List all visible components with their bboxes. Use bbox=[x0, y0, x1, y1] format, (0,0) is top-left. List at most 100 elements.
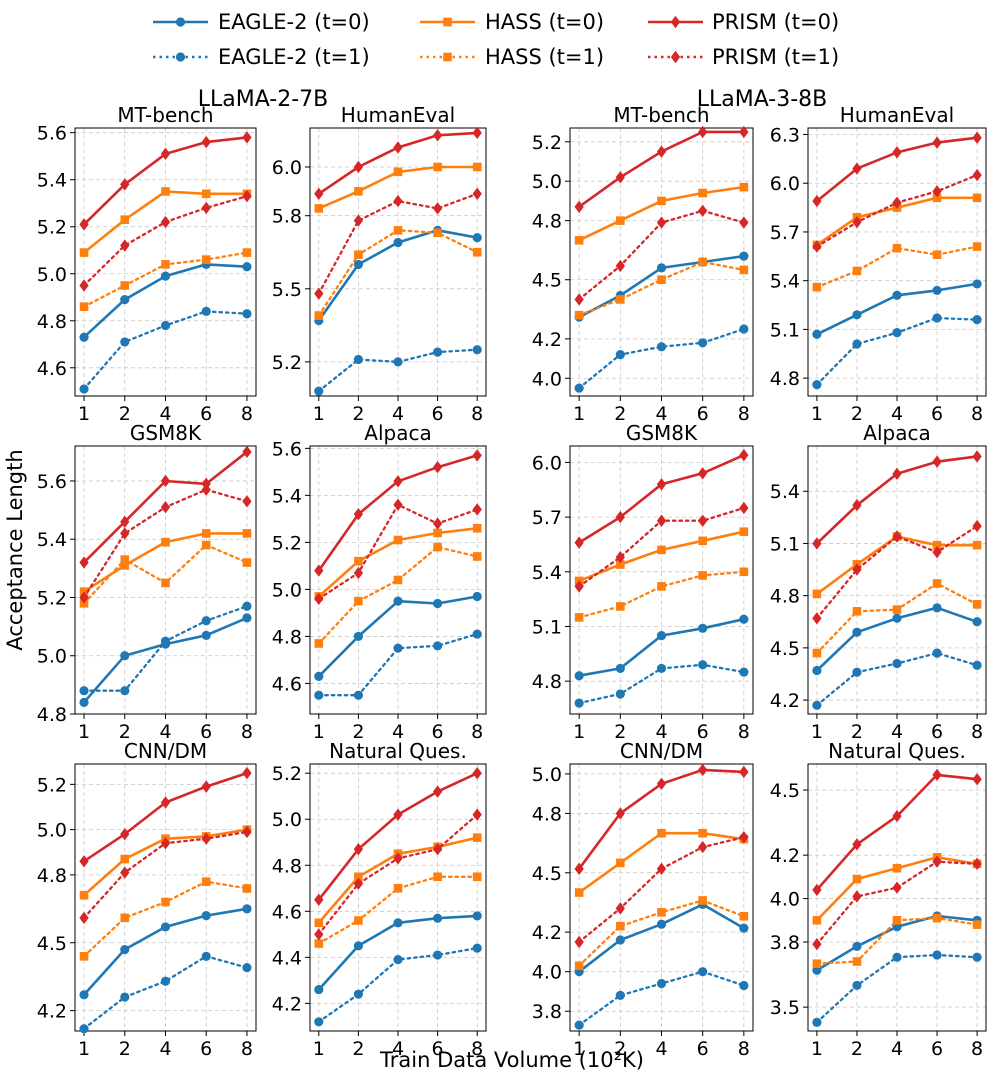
data-point bbox=[698, 338, 708, 348]
data-point bbox=[972, 600, 982, 609]
data-point bbox=[739, 567, 749, 577]
data-point bbox=[852, 890, 862, 903]
data-point bbox=[433, 347, 443, 357]
data-point bbox=[615, 510, 625, 524]
y-tick-label: 4.8 bbox=[272, 626, 302, 648]
data-point bbox=[972, 168, 982, 182]
series-eagle_t1 bbox=[812, 950, 982, 1027]
data-point bbox=[432, 129, 443, 142]
x-tick-label: 2 bbox=[851, 721, 863, 743]
data-point bbox=[433, 228, 442, 238]
data-point bbox=[433, 950, 443, 960]
data-point bbox=[739, 614, 749, 624]
series-line bbox=[82, 955, 249, 1030]
data-point bbox=[812, 537, 822, 550]
data-point bbox=[472, 552, 482, 561]
data-point bbox=[574, 536, 584, 549]
data-point bbox=[615, 689, 625, 699]
x-tick-label: 8 bbox=[738, 403, 750, 425]
data-point bbox=[201, 951, 211, 961]
data-point bbox=[353, 160, 364, 174]
data-point bbox=[160, 636, 171, 646]
series-eagle_t1 bbox=[812, 313, 982, 390]
data-point bbox=[433, 913, 443, 923]
data-point bbox=[201, 877, 211, 886]
data-point bbox=[160, 320, 171, 331]
x-tick-label: 4 bbox=[159, 403, 171, 425]
data-point bbox=[852, 339, 862, 349]
y-tick-label: 4.8 bbox=[37, 865, 67, 887]
data-point bbox=[201, 189, 211, 199]
data-point bbox=[353, 989, 363, 999]
data-point bbox=[892, 881, 902, 894]
data-point bbox=[160, 271, 171, 281]
data-point bbox=[615, 350, 625, 360]
data-point bbox=[852, 980, 862, 991]
data-point bbox=[932, 185, 942, 198]
data-point bbox=[616, 921, 625, 931]
y-tick-label: 5.0 bbox=[37, 646, 67, 668]
data-point bbox=[79, 591, 89, 604]
data-point bbox=[739, 216, 749, 229]
data-point bbox=[120, 281, 130, 290]
data-point bbox=[698, 514, 708, 527]
x-tick-label: 2 bbox=[851, 403, 863, 425]
data-point bbox=[353, 354, 363, 365]
data-point bbox=[433, 872, 442, 882]
series-line bbox=[317, 192, 479, 295]
data-point bbox=[79, 697, 89, 707]
data-point bbox=[354, 872, 363, 882]
y-tick-label: 4.8 bbox=[37, 704, 67, 726]
panel-llama-3-8b-humaneval: 1 2 4 6 8 4.8 5.1 5.4 5.7 6.0 6.3 HumanEval bbox=[770, 103, 987, 425]
data-point bbox=[574, 236, 584, 245]
series-eagle_t0 bbox=[79, 259, 252, 342]
data-point bbox=[79, 556, 89, 569]
data-point bbox=[120, 944, 130, 955]
x-tick-label: 6 bbox=[200, 1038, 212, 1060]
panel-llama-2-7b-natural-ques: 1 2 4 6 8 4.2 4.4 4.6 4.8 5.0 5.2 Natural Ques. bbox=[272, 739, 487, 1060]
data-point bbox=[739, 501, 749, 515]
y-tick-label: 4.5 bbox=[770, 638, 800, 660]
data-point bbox=[892, 290, 902, 300]
data-point bbox=[892, 328, 902, 338]
data-point bbox=[472, 872, 482, 882]
data-point bbox=[472, 523, 482, 533]
x-tick-label: 4 bbox=[891, 403, 903, 425]
x-tick-label: 1 bbox=[811, 403, 823, 425]
panel-llama-2-7b-humaneval: 1 2 4 6 8 5.2 5.5 5.8 6.0 HumanEval bbox=[272, 103, 487, 425]
data-point bbox=[242, 495, 252, 508]
data-point bbox=[574, 310, 584, 320]
y-tick-label: 5.2 bbox=[37, 217, 67, 239]
data-point bbox=[852, 941, 862, 951]
data-point bbox=[812, 380, 822, 390]
data-point bbox=[698, 763, 708, 777]
data-point bbox=[972, 315, 982, 325]
series-hass_t1 bbox=[574, 896, 749, 971]
data-point bbox=[432, 842, 443, 856]
x-tick-label: 4 bbox=[392, 403, 404, 425]
x-tick-label: 6 bbox=[432, 403, 444, 425]
data-point bbox=[657, 828, 666, 838]
data-point bbox=[972, 920, 982, 929]
data-point bbox=[616, 295, 625, 304]
panel-llama-2-7b-gsm8k: 1 2 4 6 8 4.8 5.0 5.2 5.4 5.6 GSM8K bbox=[37, 421, 257, 743]
series-eagle_t0 bbox=[314, 911, 482, 995]
data-point bbox=[393, 883, 403, 893]
data-point bbox=[314, 592, 324, 606]
data-point bbox=[972, 772, 982, 786]
data-point bbox=[656, 631, 667, 641]
data-point bbox=[472, 187, 482, 200]
y-axis-label: Acceptance Length bbox=[3, 449, 27, 650]
data-point bbox=[574, 613, 584, 622]
data-point bbox=[739, 125, 749, 139]
panel-llama-2-7b-mt-bench: 1 2 4 6 8 4.6 4.8 5.0 5.2 5.4 5.6 MT-bench bbox=[37, 103, 257, 425]
y-tick-label: 5.4 bbox=[770, 271, 800, 293]
data-point bbox=[932, 950, 942, 960]
series-prism_t1 bbox=[574, 204, 749, 306]
data-point bbox=[657, 275, 666, 285]
data-point bbox=[314, 918, 324, 928]
series-eagle_t0 bbox=[812, 279, 982, 339]
data-point bbox=[656, 145, 667, 158]
data-point bbox=[79, 990, 89, 1000]
